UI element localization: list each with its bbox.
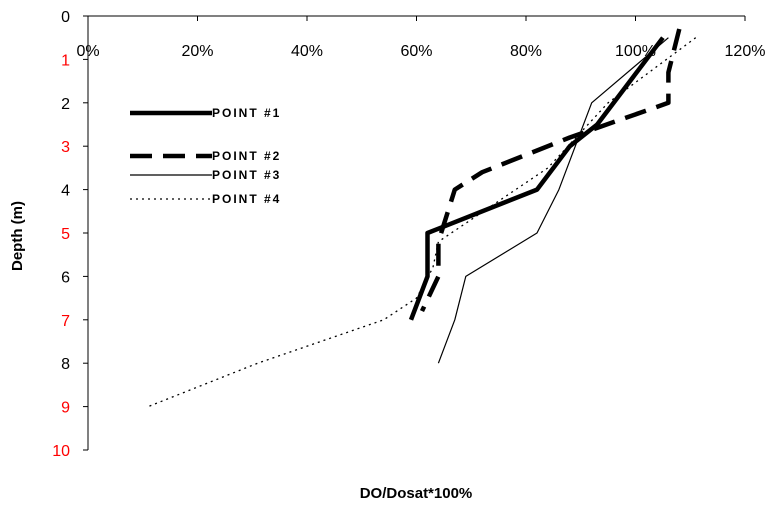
- x-tick-labels: 0% 20% 40% 60% 80% 100% 120%: [76, 43, 765, 60]
- y-tick-label: 1: [61, 52, 70, 69]
- legend: POINT #1 POINT #2 POINT #3 POINT #4: [130, 106, 281, 206]
- legend-label-point-3: POINT #3: [212, 168, 281, 182]
- y-tick-label: 6: [61, 269, 70, 286]
- x-tick-label: 60%: [400, 43, 432, 60]
- legend-label-point-2: POINT #2: [212, 149, 281, 163]
- y-tick-label: 10: [52, 443, 70, 460]
- series-line-point-2: [419, 28, 682, 313]
- axes: [83, 15, 746, 451]
- series-line-point-3: [437, 37, 669, 364]
- y-tick-label: 0: [61, 9, 70, 26]
- x-axis-title: DO/Dosat*100%: [360, 485, 473, 502]
- x-tick-label: 0%: [76, 43, 99, 60]
- y-tick-label: 4: [61, 183, 70, 200]
- x-tick-label: 20%: [181, 43, 213, 60]
- x-tick-label: 40%: [291, 43, 323, 60]
- y-tick-label: 7: [61, 313, 70, 330]
- legend-label-point-1: POINT #1: [212, 106, 281, 120]
- y-axis-title: Depth (m): [9, 201, 26, 271]
- x-tick-label: 80%: [510, 43, 542, 60]
- y-tick-label: 5: [61, 226, 70, 243]
- y-tick-label: 3: [61, 139, 70, 156]
- y-tick-label: 2: [61, 96, 70, 113]
- y-tick-label: 9: [61, 400, 70, 417]
- x-tick-label: 120%: [725, 43, 766, 60]
- series-layer: [147, 28, 697, 408]
- y-tick-labels: 0 1 2 3 4 5 6 7 8 9 10: [52, 9, 70, 460]
- legend-label-point-4: POINT #4: [212, 192, 281, 206]
- y-tick-label: 8: [61, 356, 70, 373]
- x-tick-label: 100%: [615, 43, 656, 60]
- series-line-point-1: [408, 36, 665, 321]
- series-line-point-4: [147, 37, 697, 408]
